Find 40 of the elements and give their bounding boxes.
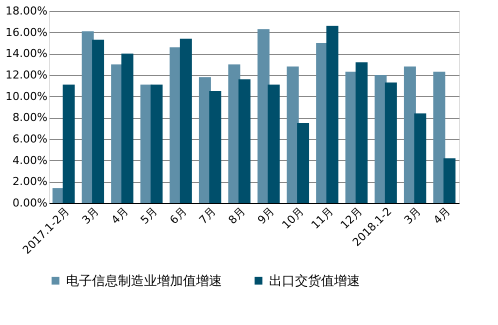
bar (238, 79, 250, 203)
x-tick-label: 3月 (79, 204, 102, 227)
x-tick-label: 5月 (138, 204, 160, 227)
x-tick-label: 4月 (108, 204, 131, 227)
bar (92, 40, 104, 203)
bar (433, 72, 446, 203)
bar (209, 91, 222, 203)
y-tick-label: 0.00% (12, 196, 48, 210)
x-tick-label: 9月 (255, 204, 278, 227)
y-tick-label: 10.00% (6, 90, 48, 103)
x-tick-label: 8月 (226, 204, 248, 227)
x-tick-label: 6月 (167, 204, 190, 227)
bar (180, 38, 192, 203)
y-tick-label: 4.00% (12, 154, 48, 167)
x-tick-label: 10月 (280, 204, 306, 232)
x-tick-label: 3月 (402, 204, 424, 227)
y-tick-label: 16.00% (6, 26, 48, 39)
bar (297, 123, 310, 203)
bar (258, 29, 270, 203)
y-tick-label: 2.00% (12, 175, 48, 188)
legend-label: 电子信息制造业增加值增速 (66, 274, 222, 289)
bar (414, 113, 426, 203)
bar (121, 54, 134, 203)
legend-label: 出口交货值增速 (269, 272, 360, 289)
bar (268, 84, 280, 203)
bar (62, 84, 75, 203)
y-tick-label: 18.00% (6, 4, 48, 18)
bar (384, 82, 397, 203)
bar (326, 26, 338, 203)
y-tick-label: 12.00% (6, 68, 48, 82)
x-tick-label: 4月 (430, 204, 453, 227)
bar (356, 62, 368, 203)
y-tick-label: 8.00% (12, 111, 48, 124)
y-tick-label: 6.00% (12, 132, 48, 146)
x-tick-label: 7月 (196, 204, 219, 227)
bar (150, 84, 163, 203)
bar (443, 158, 456, 203)
x-tick-label: 11月 (308, 204, 336, 232)
bar (286, 66, 299, 203)
y-tick-label: 14.00% (6, 47, 48, 60)
